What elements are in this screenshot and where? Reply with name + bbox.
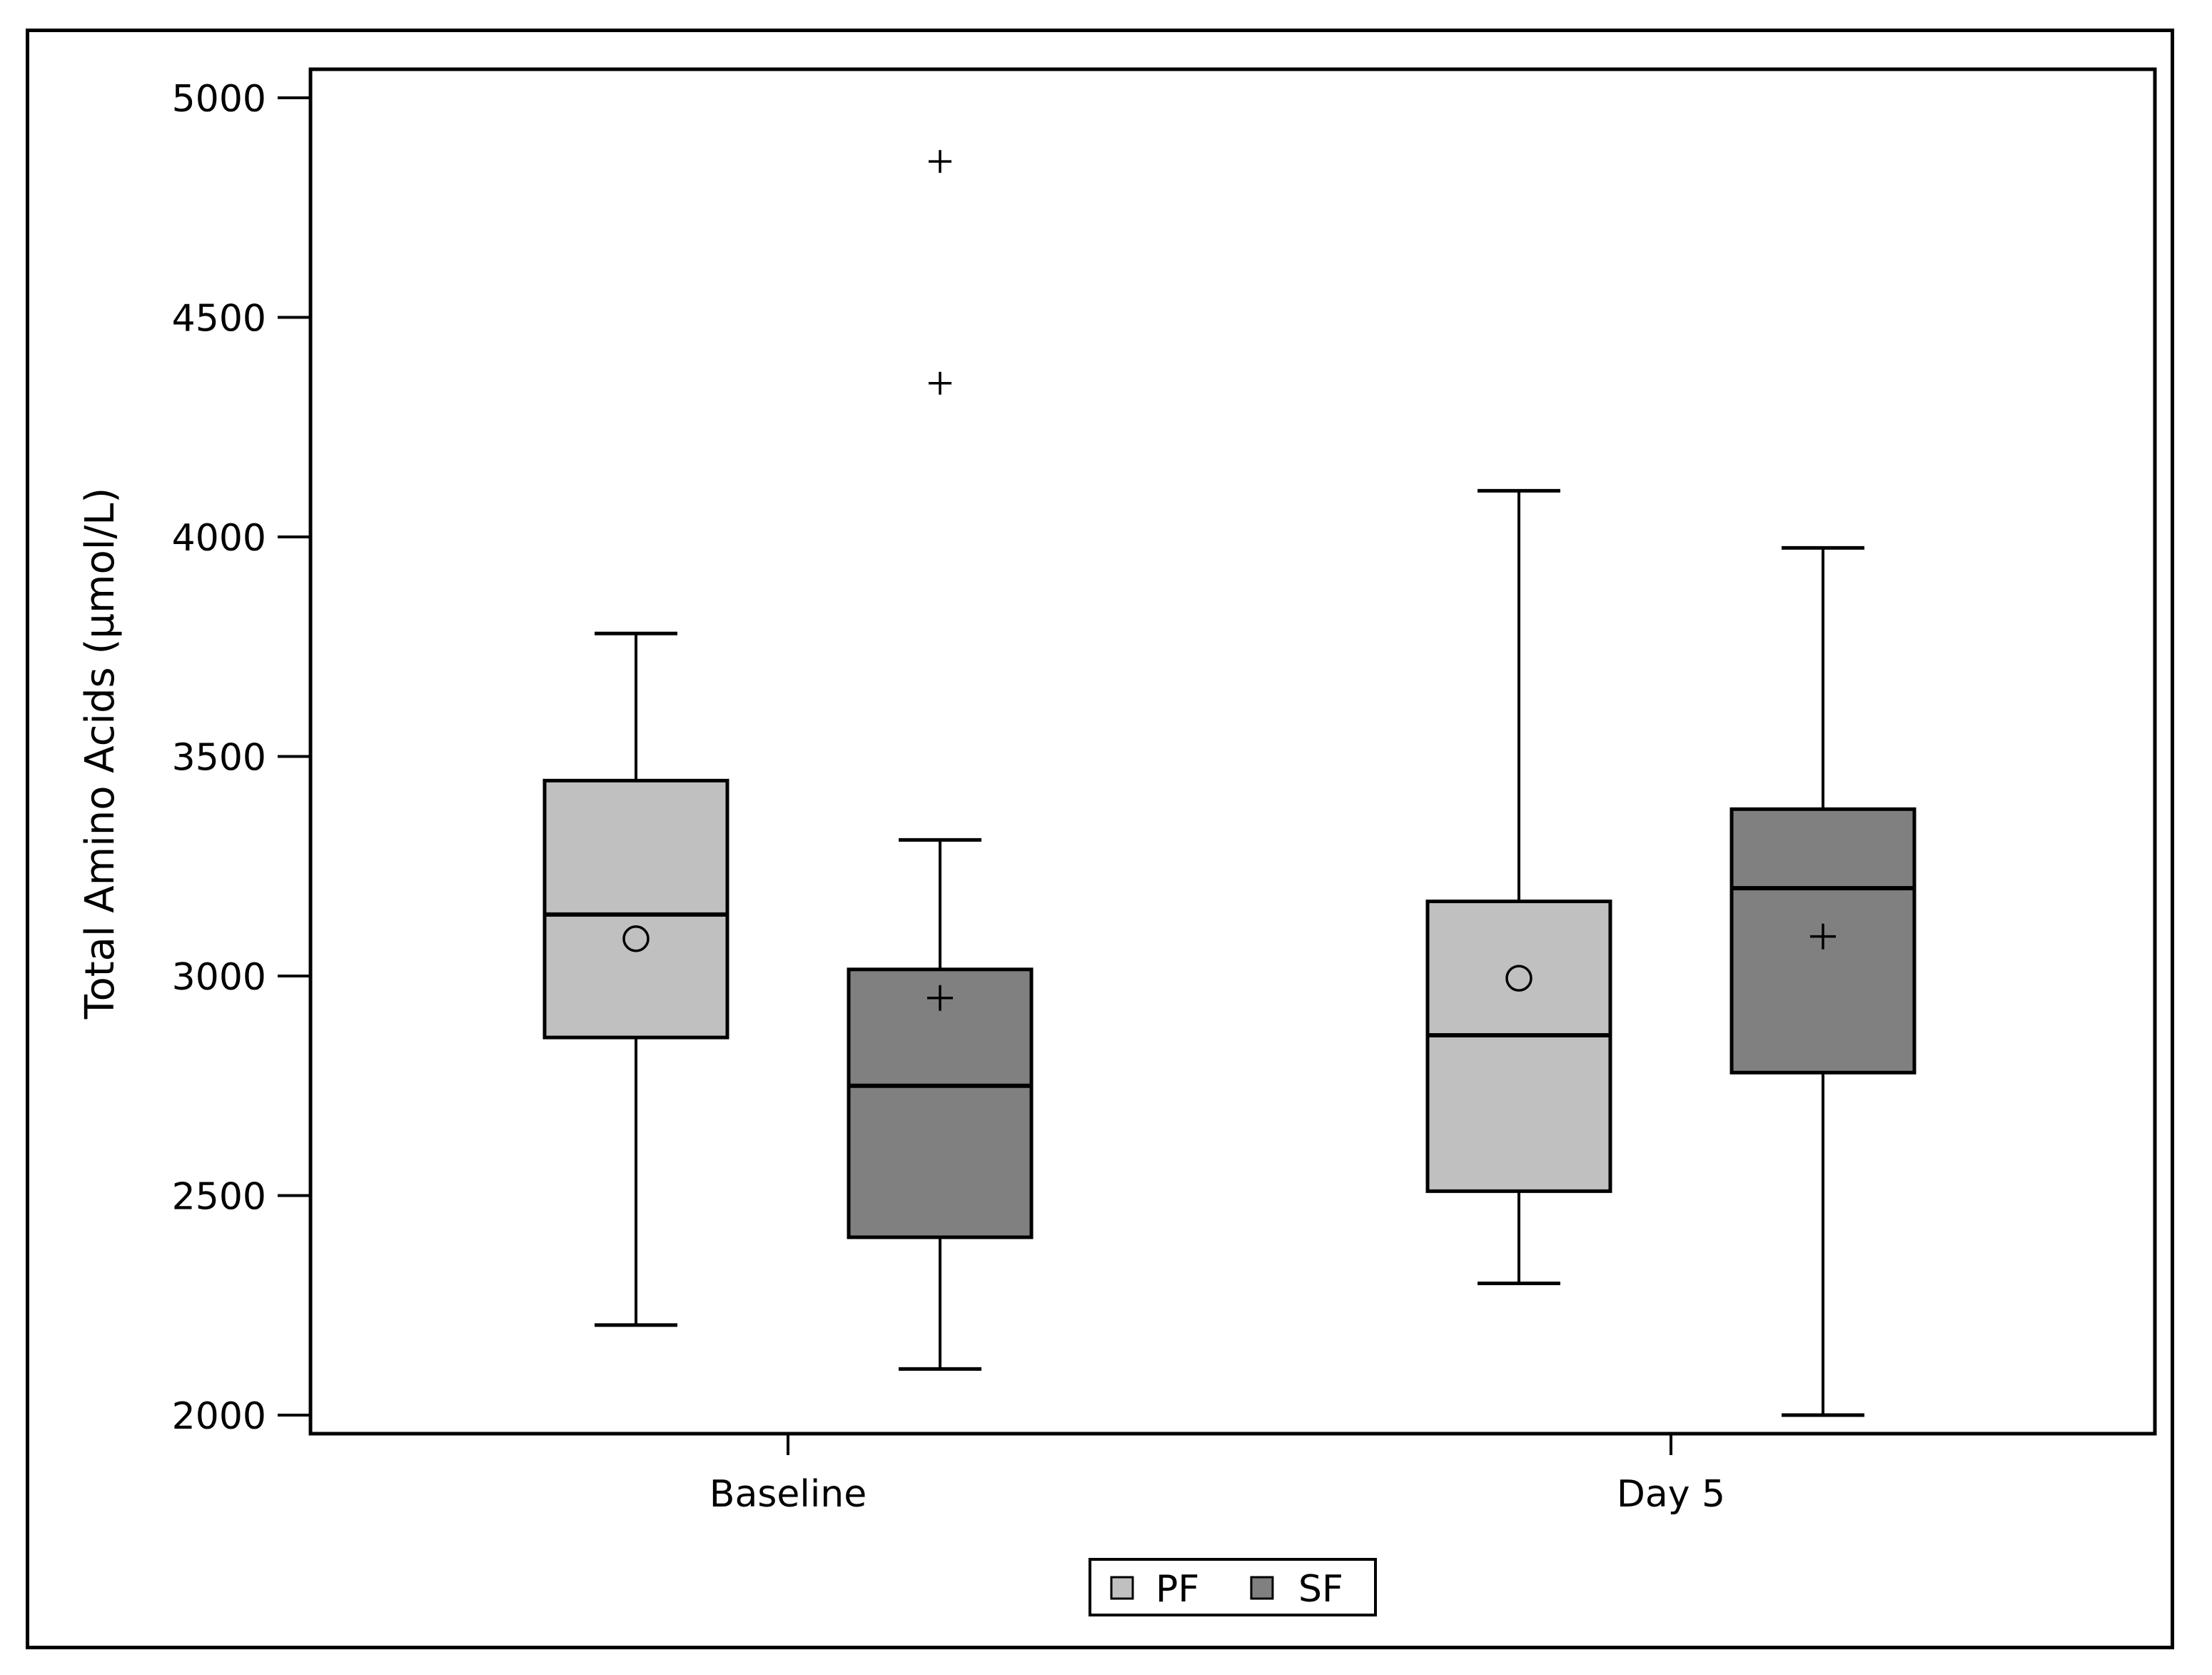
box-plot-chart: 5000 4500 4000 3500 3000 2500 2000 Baseline Day…	[77, 67, 2157, 1616]
y-tick-label-4000: 4000	[172, 517, 266, 560]
y-axis: 5000 4500 4000 3500 3000 2500 2000	[172, 78, 310, 1438]
x-axis: Baseline Day 5	[709, 1434, 1725, 1516]
legend-border	[1089, 1558, 1377, 1616]
plot-area	[308, 67, 2157, 1436]
box-pf-day-5	[1425, 899, 1612, 1193]
x-tick-label-baseline: Baseline	[709, 1473, 867, 1516]
box-pf-baseline	[542, 778, 729, 1040]
figure-frame: 5000 4500 4000 3500 3000 2500 2000 Baseline Day…	[26, 29, 2174, 1649]
x-tick-label-day-5: Day 5	[1617, 1473, 1725, 1516]
legend-label-sf: SF	[1298, 1568, 1343, 1611]
legend-swatch-pf	[1110, 1576, 1134, 1600]
mean-marker-pf-day-5	[1505, 965, 1532, 992]
y-tick-label-3500: 3500	[172, 737, 266, 780]
y-tick-label-3000: 3000	[172, 956, 266, 999]
legend: PF SF	[1089, 1558, 1377, 1616]
outlier-sf-baseline-0	[929, 371, 951, 395]
y-tick-label-4500: 4500	[172, 298, 266, 341]
box-group-pf-baseline	[542, 631, 729, 1327]
y-tick-label-2500: 2500	[172, 1176, 266, 1219]
y-tick-label-5000: 5000	[172, 78, 266, 121]
box-sf-baseline	[847, 967, 1034, 1239]
legend-label-pf: PF	[1156, 1568, 1199, 1611]
box-group-sf-day-5	[1729, 545, 1916, 1417]
y-tick-label-2000: 2000	[172, 1395, 266, 1438]
box-series	[542, 150, 1916, 1417]
y-axis-label: Total Amino Acids (µmol/L)	[77, 488, 123, 1020]
box-group-pf-day-5	[1425, 488, 1612, 1285]
mean-marker-sf-baseline	[927, 985, 953, 1011]
legend-swatch-sf	[1250, 1576, 1274, 1600]
mean-marker-pf-baseline	[622, 925, 650, 952]
box-group-sf-baseline	[847, 150, 1034, 1371]
outlier-sf-baseline-1	[929, 150, 951, 173]
mean-marker-sf-day-5	[1810, 923, 1836, 950]
